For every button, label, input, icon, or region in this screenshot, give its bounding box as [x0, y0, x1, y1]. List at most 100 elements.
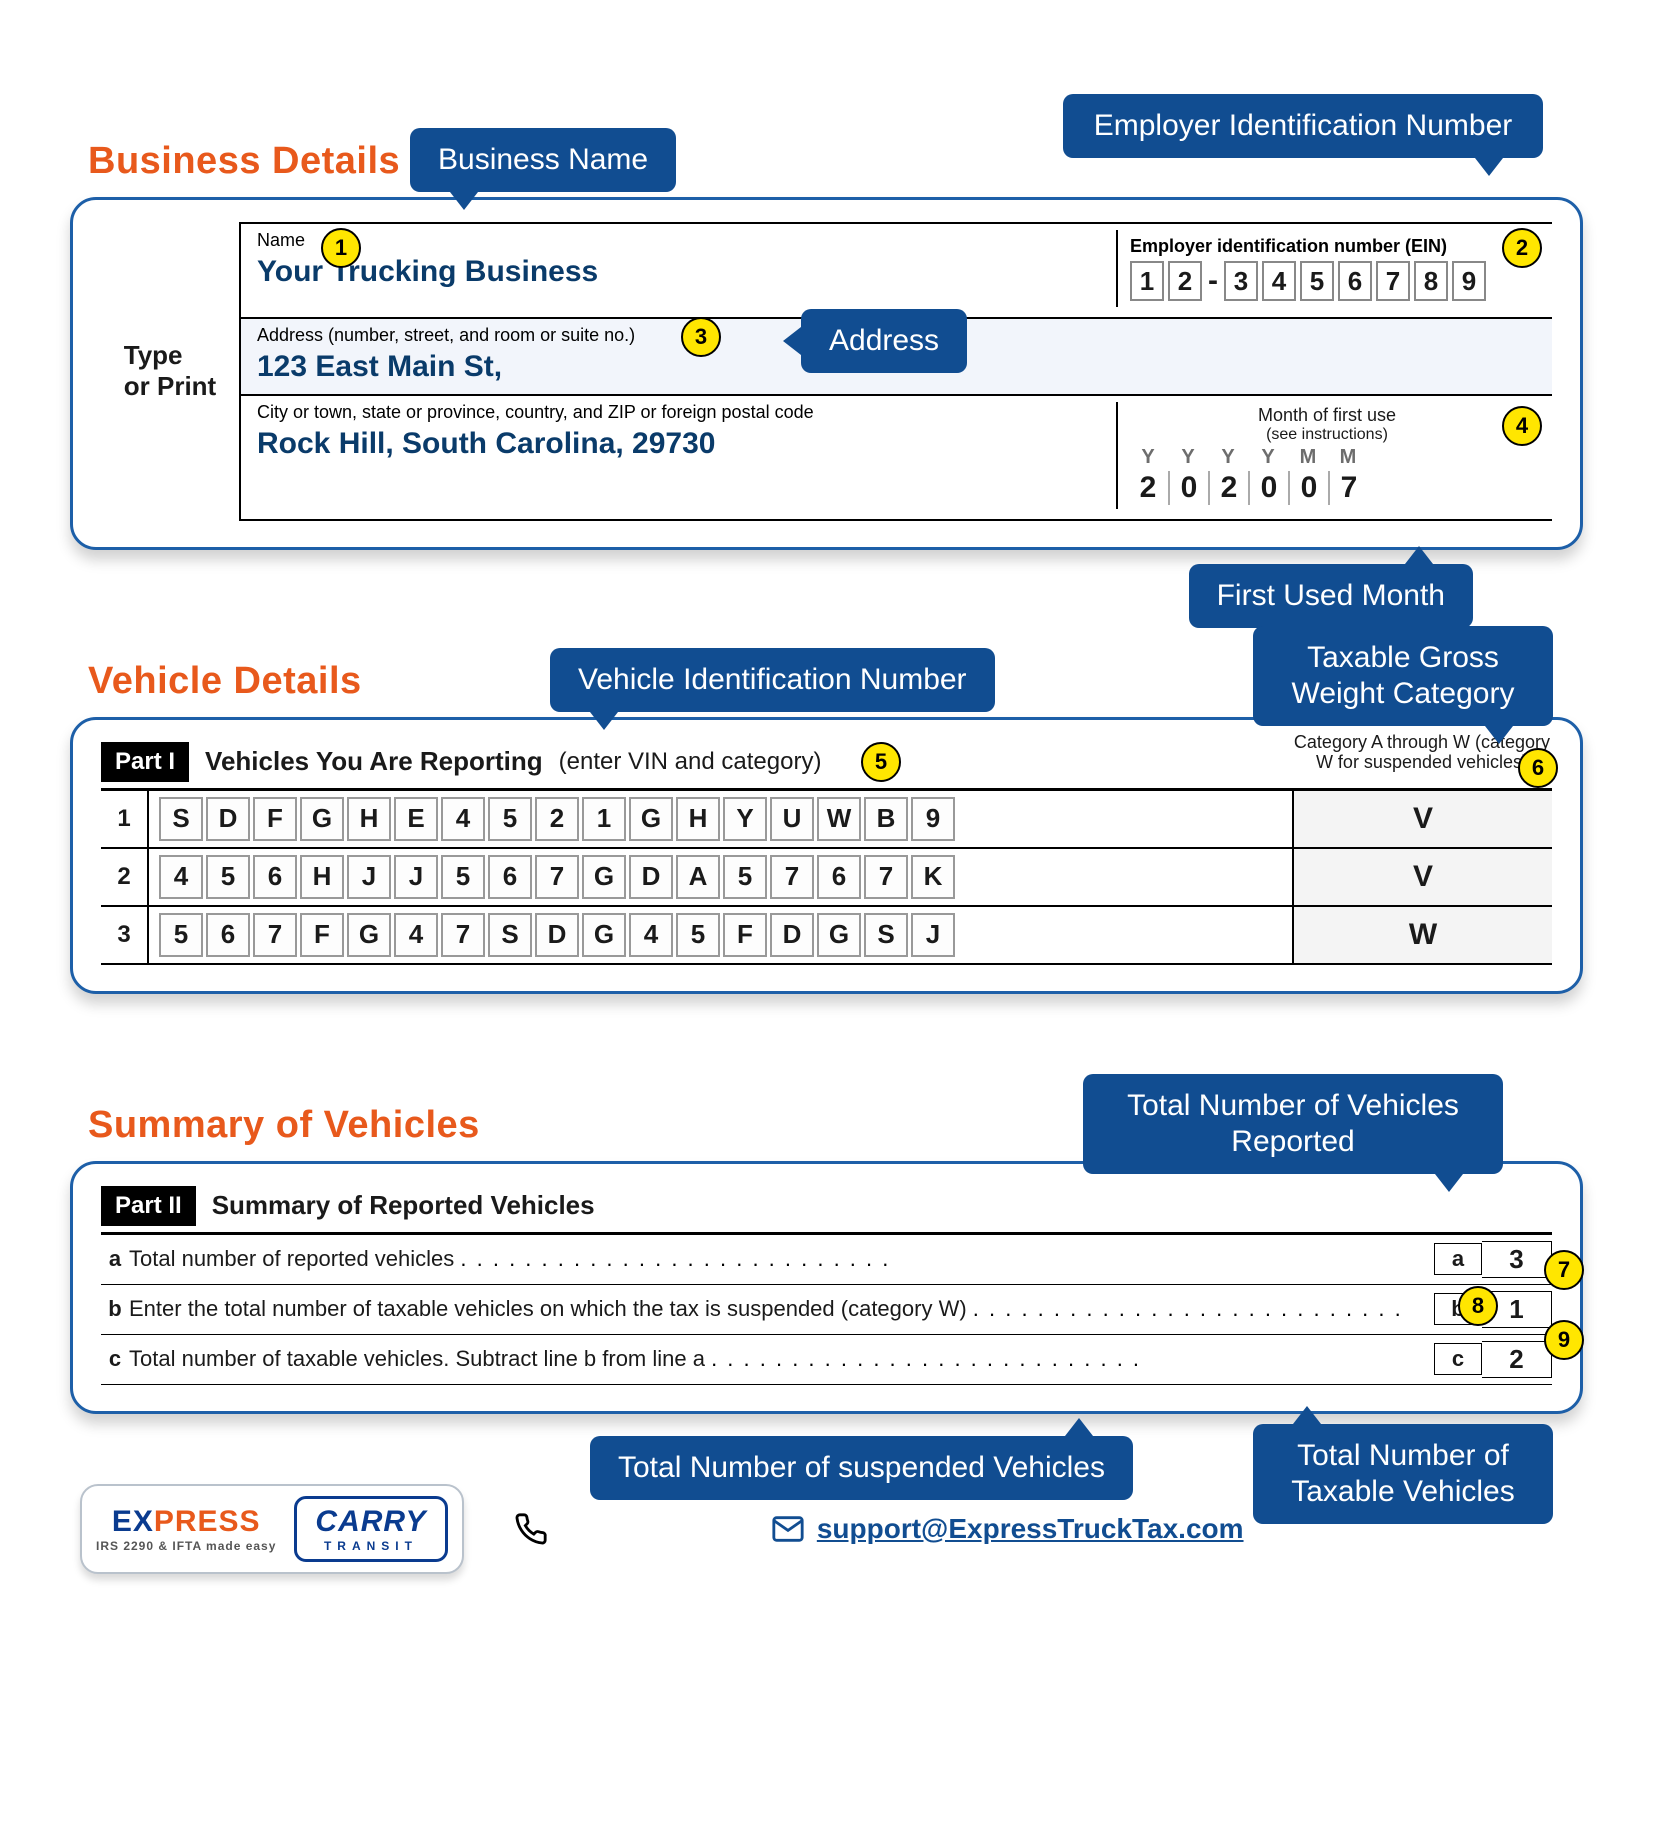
vin-char: 5 [676, 913, 720, 957]
summary-value: 2 [1482, 1341, 1552, 1378]
vin-char: F [723, 913, 767, 957]
disc-8: 8 [1458, 1286, 1498, 1326]
callout-taxable: Total Number of Taxable Vehicles [1253, 1424, 1553, 1524]
vin-char: 4 [394, 913, 438, 957]
value-business-name: Your Trucking Business [257, 255, 1116, 289]
phone-icon [514, 1512, 548, 1546]
ein-digit: 5 [1300, 261, 1334, 301]
vin-char: S [488, 913, 532, 957]
ein-digit: 7 [1376, 261, 1410, 301]
mail-icon [771, 1512, 805, 1546]
vin-char: G [629, 797, 673, 841]
vin-char: 1 [582, 797, 626, 841]
vin-char: 6 [817, 855, 861, 899]
brand-express: EXPRESS IRS 2290 & IFTA made easy [96, 1505, 276, 1553]
callout-total-reported: Total Number of Vehicles Reported [1083, 1074, 1503, 1174]
label-part2: Part II [101, 1186, 196, 1226]
vin-char: 9 [911, 797, 955, 841]
email[interactable]: support@ExpressTruckTax.com [771, 1512, 1244, 1546]
first-use-header: Y [1168, 446, 1208, 469]
callout-address: Address [801, 309, 967, 373]
label-category-head: Category A through W (category W for sus… [1292, 732, 1552, 773]
vin-char: H [347, 797, 391, 841]
vin-char: D [535, 913, 579, 957]
label-part1: Part I [101, 742, 189, 782]
vin-char: 5 [441, 855, 485, 899]
ein-digit: 8 [1414, 261, 1448, 301]
brand-carry: CARRY TRANSIT [294, 1496, 447, 1562]
vin-char: 6 [488, 855, 532, 899]
subtitle-vehicles: (enter VIN and category) [559, 748, 822, 776]
first-use-digit: 0 [1288, 471, 1328, 505]
summary-text: Enter the total number of taxable vehicl… [129, 1296, 1434, 1322]
vin-char: 4 [159, 855, 203, 899]
first-use-header: M [1288, 446, 1328, 469]
phone: 704.234.6005 [514, 1512, 731, 1546]
vin-char: A [676, 855, 720, 899]
email-link[interactable]: support@ExpressTruckTax.com [817, 1513, 1244, 1545]
first-use-digit: 0 [1248, 471, 1288, 505]
first-use-header: Y [1248, 446, 1288, 469]
first-use-digit: 2 [1128, 471, 1168, 505]
vin-char: S [864, 913, 908, 957]
vin-char: 7 [253, 913, 297, 957]
summary-text: Total number of reported vehicles [129, 1246, 1434, 1272]
ein-digit: 1 [1130, 261, 1164, 301]
vin-char: Y [723, 797, 767, 841]
summary-value: 3 [1482, 1241, 1552, 1278]
first-use-headers: YYYYMM [1128, 446, 1526, 469]
vin-cells: SDFGHE4521GHYUWB9 [149, 791, 1292, 847]
row-number: 2 [101, 849, 149, 905]
category-cell: V [1292, 791, 1552, 847]
vin-char: F [253, 797, 297, 841]
label-ein: Employer identification number (EIN) [1130, 236, 1524, 257]
disc-7: 7 [1544, 1250, 1584, 1290]
vin-char: G [300, 797, 344, 841]
callout-first-used-month: First Used Month [1189, 564, 1473, 628]
disc-5: 5 [861, 742, 901, 782]
vin-char: D [206, 797, 250, 841]
vin-char: B [864, 797, 908, 841]
vin-char: J [347, 855, 391, 899]
disc-9: 9 [1544, 1320, 1584, 1360]
label-type-or-print: Type or Print [101, 222, 241, 521]
vin-char: E [394, 797, 438, 841]
vin-char: 7 [441, 913, 485, 957]
panel-summary: Part II Summary of Reported Vehicles aTo… [70, 1161, 1583, 1414]
vin-char: G [582, 855, 626, 899]
contact-block: 704.234.6005 support@ExpressTruckTax.com [514, 1512, 1244, 1546]
panel-vehicle: Part I Vehicles You Are Reporting (enter… [70, 717, 1583, 994]
ein-digit: 3 [1224, 261, 1258, 301]
vehicle-rows: 1SDFGHE4521GHYUWB9V2456HJJ567GDA5767KV35… [101, 791, 1552, 965]
disc-1: 1 [321, 228, 361, 268]
first-use-digits: 202007 [1128, 471, 1526, 505]
summary-row: aTotal number of reported vehicles a3 [101, 1235, 1552, 1285]
row-number: 1 [101, 791, 149, 847]
vin-char: 4 [441, 797, 485, 841]
summary-row: bEnter the total number of taxable vehic… [101, 1285, 1552, 1335]
vin-char: 7 [864, 855, 908, 899]
summary-lead: b [101, 1296, 129, 1322]
vehicle-row: 3567FG47SDG45FDGSJW [101, 907, 1552, 965]
vehicle-row: 2456HJJ567GDA5767KV [101, 849, 1552, 907]
first-use-digit: 2 [1208, 471, 1248, 505]
ein-digit: 9 [1452, 261, 1486, 301]
vin-char: U [770, 797, 814, 841]
vin-char: G [817, 913, 861, 957]
vin-cells: 567FG47SDG45FDGSJ [149, 907, 1292, 963]
first-use-digit: 7 [1328, 471, 1368, 505]
vin-char: 6 [206, 913, 250, 957]
ein-digit: 6 [1338, 261, 1372, 301]
callout-suspended: Total Number of suspended Vehicles [590, 1436, 1133, 1500]
vin-cells: 456HJJ567GDA5767K [149, 849, 1292, 905]
vin-char: H [676, 797, 720, 841]
vin-char: G [347, 913, 391, 957]
vin-char: 5 [723, 855, 767, 899]
disc-3: 3 [681, 317, 721, 357]
page-title: Form 2290 Schedule 1 — Information Requi… [70, 50, 1583, 100]
vin-char: K [911, 855, 955, 899]
summary-lead: c [101, 1346, 129, 1372]
vehicle-row: 1SDFGHE4521GHYUWB9V [101, 791, 1552, 849]
vin-char: F [300, 913, 344, 957]
summary-rows: aTotal number of reported vehicles a3bEn… [101, 1235, 1552, 1385]
